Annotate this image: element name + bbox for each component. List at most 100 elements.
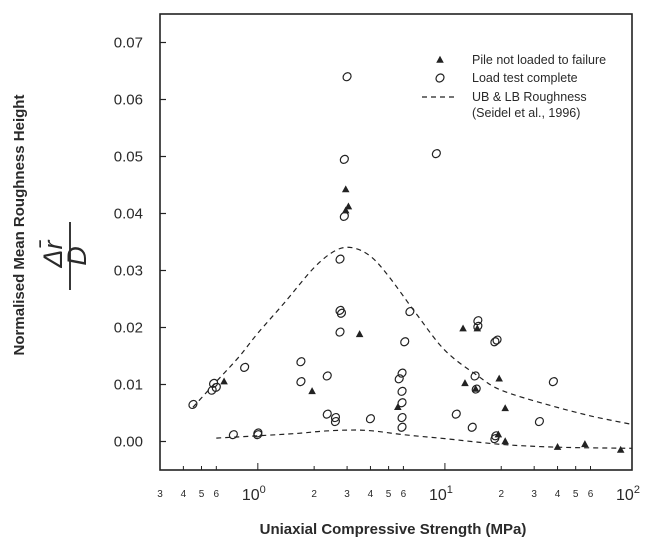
y-tick-label: 0.02	[114, 320, 143, 337]
data-point-circle	[394, 374, 404, 384]
data-point-triangle	[501, 437, 509, 445]
x-tick-exponent: 0	[260, 484, 266, 496]
data-point-circle	[253, 430, 263, 440]
y-tick-label: 0.03	[114, 263, 143, 280]
x-tick-label-minor: 5	[573, 489, 579, 500]
x-tick-label-minor: 4	[368, 489, 374, 500]
data-point-circle	[336, 308, 347, 318]
data-point-circle	[451, 409, 461, 419]
data-point-triangle	[308, 387, 316, 395]
x-tick-exponent: 1	[447, 484, 453, 496]
y-tick-label: 0.05	[114, 149, 143, 166]
y-fraction-denominator: D	[62, 246, 92, 266]
legend-label-pile-not-loaded: Pile not loaded to failure	[472, 53, 606, 67]
bound-curve-upper	[192, 246, 633, 425]
legend-circle-icon	[435, 73, 445, 83]
data-point-circle	[330, 416, 341, 427]
data-point-circle	[228, 430, 238, 440]
legend: Pile not loaded to failure Load test com…	[422, 53, 606, 120]
data-point-circle	[492, 335, 502, 345]
data-point-triangle	[581, 440, 589, 448]
data-point-circle	[339, 154, 349, 164]
data-point-circle	[470, 371, 480, 381]
y-tick-label: 0.00	[114, 434, 143, 451]
data-point-circle	[253, 428, 263, 438]
data-point-circle	[335, 254, 345, 264]
data-point-triangle	[344, 202, 353, 210]
data-point-triangle	[461, 379, 469, 387]
legend-label-seidel-citation: (Seidel et al., 1996)	[472, 106, 580, 120]
data-point-circle	[534, 416, 545, 427]
x-axis-label: Uniaxial Compressive Strength (MPa)	[260, 521, 527, 538]
data-point-triangle	[341, 206, 350, 214]
data-point-circle	[339, 211, 349, 221]
x-tick-exponent: 2	[634, 484, 640, 496]
y-tick-label: 0.01	[114, 377, 143, 394]
legend-marker-triangle	[436, 55, 444, 63]
data-point-circle	[490, 434, 500, 444]
data-point-circle	[296, 377, 306, 387]
data-point-triangle	[616, 445, 625, 453]
data-point-circle	[208, 378, 219, 388]
legend-marker-circle	[435, 73, 445, 83]
data-point-circle	[365, 414, 376, 424]
x-tick-label-minor: 5	[199, 489, 205, 500]
legend-triangle-icon	[436, 55, 444, 63]
x-tick-label-minor: 2	[498, 489, 504, 500]
data-point-circle	[335, 327, 345, 337]
roughness-bound-curves	[192, 246, 633, 449]
y-tick-label: 0.07	[114, 35, 143, 52]
x-tick-label-minor: 3	[344, 489, 350, 500]
data-point-circle	[400, 337, 410, 347]
data-markers	[188, 72, 625, 453]
data-point-triangle	[341, 185, 350, 193]
bound-curve-lower	[216, 429, 633, 449]
x-tick-label-minor: 6	[401, 489, 407, 500]
plot-frame	[159, 13, 633, 471]
legend-label-ub-lb-roughness: UB & LB Roughness	[472, 90, 587, 104]
data-point-circle	[296, 357, 306, 367]
x-tick-label-minor: 6	[214, 489, 220, 500]
data-point-triangle	[553, 443, 562, 450]
data-point-triangle	[220, 377, 228, 385]
data-point-circle	[397, 412, 407, 423]
y-axis-ticks: 0.00 0.01 0.02 0.03 0.04 0.05 0.06 0.07	[114, 35, 166, 451]
x-tick-label-minor: 2	[311, 489, 317, 500]
data-point-circle	[240, 362, 250, 372]
data-point-circle	[397, 422, 407, 432]
data-point-triangle	[471, 384, 480, 392]
x-tick-label-minor: 5	[386, 489, 392, 500]
data-point-circle	[491, 431, 501, 441]
data-point-circle	[397, 386, 407, 396]
x-tick-label-minor: 6	[588, 489, 594, 500]
x-tick-label-minor: 4	[555, 489, 561, 500]
data-point-circle	[322, 371, 332, 381]
x-tick-label-minor: 3	[157, 489, 163, 500]
data-point-circle	[211, 382, 221, 392]
data-point-circle	[548, 377, 558, 387]
data-point-triangle	[495, 374, 503, 382]
y-tick-label: 0.04	[114, 206, 143, 223]
data-point-circle	[342, 72, 352, 82]
data-point-circle	[188, 399, 198, 410]
y-tick-label: 0.06	[114, 92, 143, 109]
data-point-circle	[330, 412, 341, 423]
data-point-circle	[467, 422, 477, 432]
data-point-circle	[473, 321, 483, 331]
legend-label-load-test-complete: Load test complete	[472, 71, 578, 85]
data-point-triangle	[355, 330, 364, 338]
data-point-circle	[322, 409, 332, 419]
x-tick-label-minor: 4	[181, 489, 187, 500]
x-tick-label-minor: 3	[531, 489, 537, 500]
data-point-circle	[471, 384, 481, 394]
data-point-circle	[431, 149, 441, 159]
y-axis-label: Normalised Mean Roughness Height	[11, 95, 28, 356]
y-fraction-numerator: Δr̄	[38, 239, 68, 268]
data-point-circle	[397, 398, 407, 408]
data-point-circle	[405, 306, 415, 317]
data-point-triangle	[459, 324, 467, 332]
data-point-circle	[397, 368, 407, 378]
y-axis-fraction: Δr̄ D	[38, 222, 92, 290]
